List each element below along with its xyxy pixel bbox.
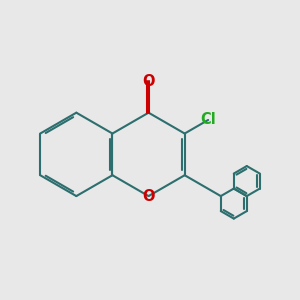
Text: O: O: [142, 189, 155, 204]
Text: Cl: Cl: [200, 112, 216, 128]
Text: O: O: [142, 74, 155, 89]
